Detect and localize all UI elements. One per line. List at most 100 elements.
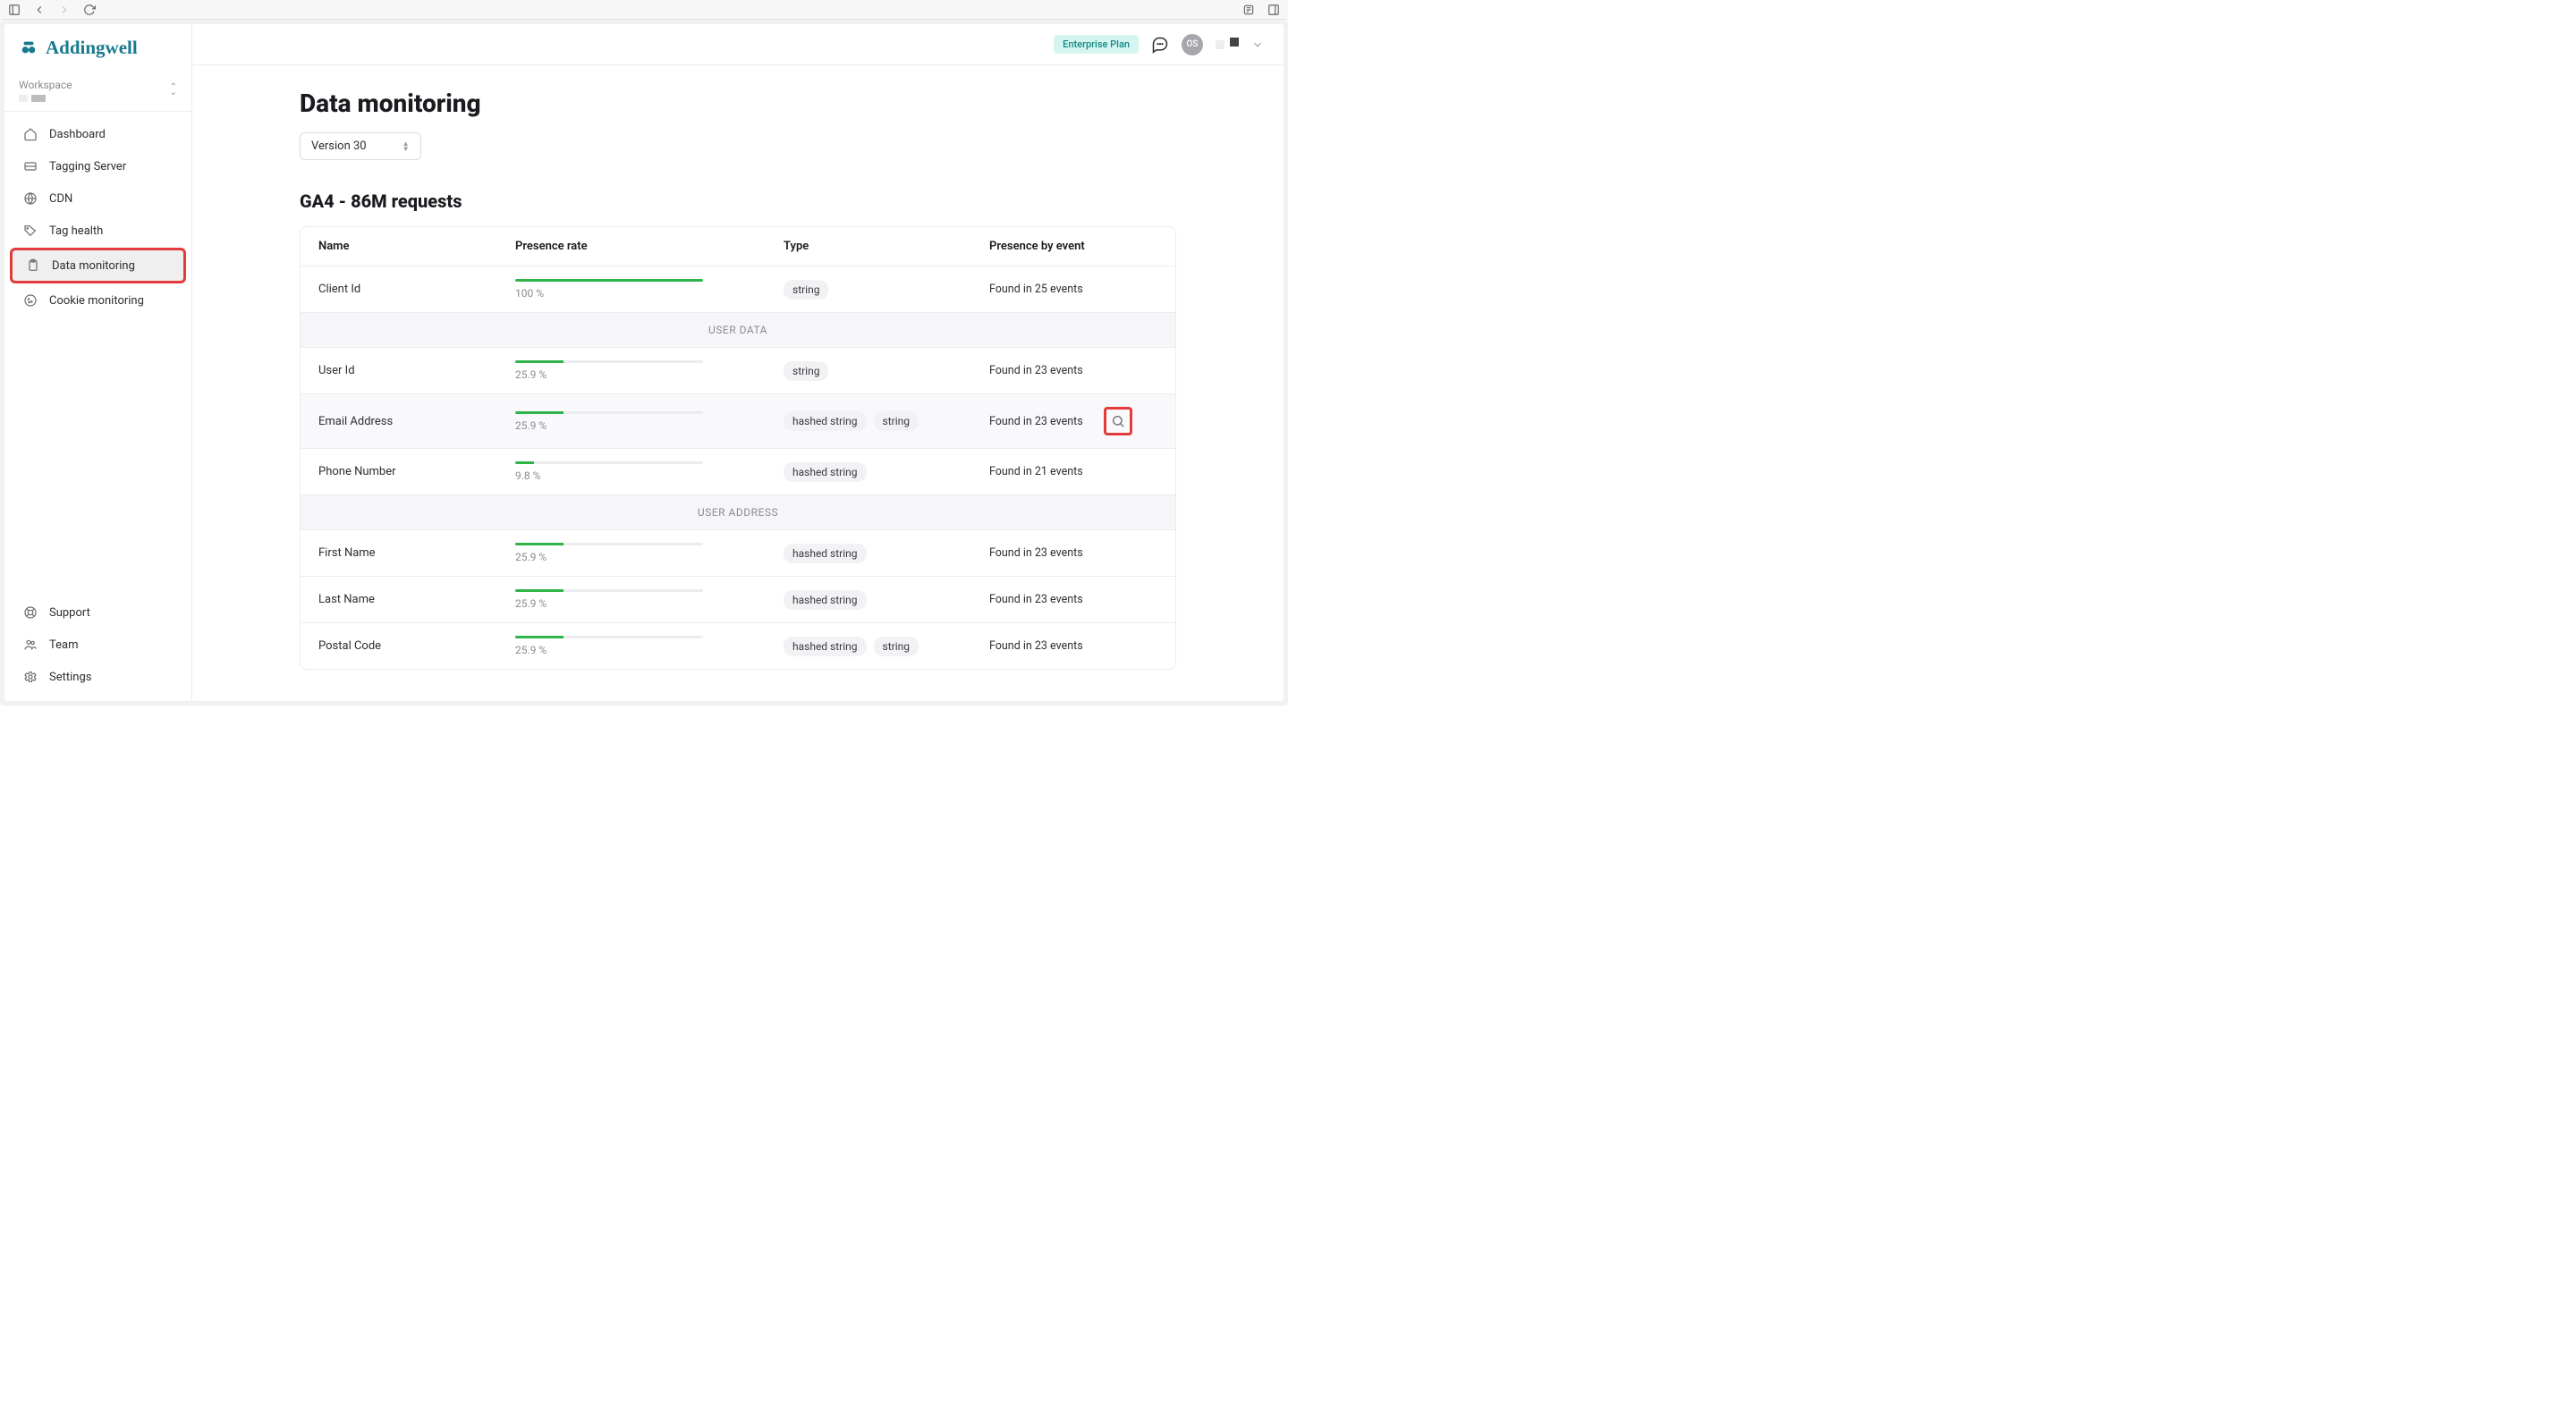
table-row[interactable]: Email Address 25.9 % hashed string strin… — [301, 393, 1175, 448]
reload-icon[interactable] — [82, 3, 97, 17]
cell-presence: 25.9 % — [515, 589, 784, 610]
workspace-selector[interactable]: Workspace ⌃⌄ — [4, 72, 191, 112]
cell-name: Postal Code — [318, 639, 515, 653]
col-type: Type — [784, 240, 989, 253]
nav-cookie-monitoring[interactable]: Cookie monitoring — [10, 285, 186, 316]
chat-icon[interactable] — [1151, 36, 1169, 54]
nav-label: Dashboard — [49, 128, 106, 141]
nav-tag-health[interactable]: Tag health — [10, 215, 186, 246]
cell-name: Phone Number — [318, 465, 515, 478]
nav-label: Tag health — [49, 224, 103, 238]
back-icon[interactable] — [32, 3, 47, 17]
cell-name: Client Id — [318, 283, 515, 296]
table-header: Name Presence rate Type Presence by even… — [301, 227, 1175, 266]
chevron-updown-icon: ⌃⌄ — [170, 85, 177, 96]
chevron-updown-icon: ▲▼ — [402, 141, 410, 151]
col-name: Name — [318, 240, 515, 253]
cookie-icon — [22, 292, 38, 308]
nav-label: Support — [49, 606, 90, 620]
cell-type: hashed string — [784, 544, 989, 563]
type-pill: string — [784, 280, 828, 300]
cell-presence: 25.9 % — [515, 636, 784, 656]
table-section-header: USER ADDRESS — [301, 494, 1175, 529]
search-icon — [1111, 414, 1125, 428]
plan-badge: Enterprise Plan — [1054, 35, 1139, 54]
workspace-name-placeholder — [19, 95, 72, 102]
nav-settings[interactable]: Settings — [10, 662, 186, 692]
table-row[interactable]: Client Id 100 % string Found in 25 event… — [301, 266, 1175, 312]
table-section-header: USER DATA — [301, 312, 1175, 347]
home-icon — [22, 126, 38, 142]
cell-type: hashed string — [784, 590, 989, 610]
table-row[interactable]: Postal Code 25.9 % hashed string string … — [301, 622, 1175, 669]
cell-type: string — [784, 361, 989, 381]
type-pill: hashed string — [784, 411, 867, 431]
cell-events: Found in 21 events — [989, 465, 1104, 478]
panel-right-icon[interactable] — [1267, 3, 1281, 17]
chevron-down-icon[interactable] — [1251, 38, 1264, 51]
lifebuoy-icon — [22, 604, 38, 621]
main-content: Enterprise Plan OS Data monitoring Versi… — [192, 24, 1284, 701]
cell-type: hashed string — [784, 462, 989, 482]
tag-icon — [22, 223, 38, 239]
page-title: Data monitoring — [300, 89, 1176, 118]
presence-bar — [515, 589, 564, 592]
presence-bar — [515, 543, 564, 545]
topbar: Enterprise Plan OS — [192, 24, 1284, 65]
data-table: Name Presence rate Type Presence by even… — [300, 226, 1176, 670]
presence-bar — [515, 360, 564, 363]
nav-label: Data monitoring — [52, 259, 135, 273]
cell-events: Found in 23 events — [989, 639, 1104, 653]
cell-name: Last Name — [318, 593, 515, 606]
extensions-icon[interactable] — [1241, 3, 1256, 17]
cell-events: Found in 23 events — [989, 546, 1104, 560]
type-pill: string — [874, 637, 919, 656]
page-content: Data monitoring Version 30 ▲▼ GA4 - 86M … — [192, 65, 1284, 701]
row-search-button[interactable] — [1104, 407, 1132, 435]
browser-toolbar — [0, 0, 1288, 20]
cell-events: Found in 23 events — [989, 593, 1104, 606]
type-pill: hashed string — [784, 637, 867, 656]
nav-label: Settings — [49, 671, 91, 684]
nav-tagging-server[interactable]: Tagging Server — [10, 151, 186, 182]
table-row[interactable]: First Name 25.9 % hashed string Found in… — [301, 529, 1175, 576]
cell-name: User Id — [318, 364, 515, 377]
globe-icon — [22, 190, 38, 207]
nav-label: Team — [49, 638, 79, 652]
table-row[interactable]: Phone Number 9.8 % hashed string Found i… — [301, 448, 1175, 494]
cell-type: hashed string string — [784, 637, 989, 656]
cell-type: hashed string string — [784, 411, 989, 431]
app-shell: Addingwell Workspace ⌃⌄ Dashboard — [0, 20, 1288, 706]
table-row[interactable]: Last Name 25.9 % hashed string Found in … — [301, 576, 1175, 622]
version-select[interactable]: Version 30 ▲▼ — [300, 132, 421, 160]
sidebar-toggle-icon[interactable] — [7, 3, 21, 17]
col-presence-by-event: Presence by event — [989, 240, 1104, 253]
gear-icon — [22, 669, 38, 685]
presence-bar — [515, 279, 703, 282]
brand-name: Addingwell — [46, 37, 138, 59]
logo-icon — [19, 38, 38, 58]
cell-events: Found in 25 events — [989, 283, 1104, 296]
nav-data-monitoring[interactable]: Data monitoring — [10, 248, 186, 283]
section-title: GA4 - 86M requests — [300, 190, 1176, 212]
version-label: Version 30 — [311, 139, 367, 153]
nav-label: Tagging Server — [49, 160, 126, 173]
cell-type: string — [784, 280, 989, 300]
presence-bar — [515, 461, 534, 464]
nav-dashboard[interactable]: Dashboard — [10, 119, 186, 149]
user-placeholder — [1216, 40, 1239, 49]
server-icon — [22, 158, 38, 174]
nav-cdn[interactable]: CDN — [10, 183, 186, 214]
avatar[interactable]: OS — [1182, 34, 1203, 55]
nav-support[interactable]: Support — [10, 597, 186, 628]
table-row[interactable]: User Id 25.9 % string Found in 23 events — [301, 347, 1175, 393]
cell-name: Email Address — [318, 415, 515, 428]
type-pill: hashed string — [784, 544, 867, 563]
type-pill: string — [874, 411, 919, 431]
nav-team[interactable]: Team — [10, 629, 186, 660]
brand: Addingwell — [4, 24, 191, 72]
cell-presence: 25.9 % — [515, 411, 784, 432]
presence-bar — [515, 411, 564, 414]
nav-label: Cookie monitoring — [49, 294, 144, 308]
cell-name: First Name — [318, 546, 515, 560]
